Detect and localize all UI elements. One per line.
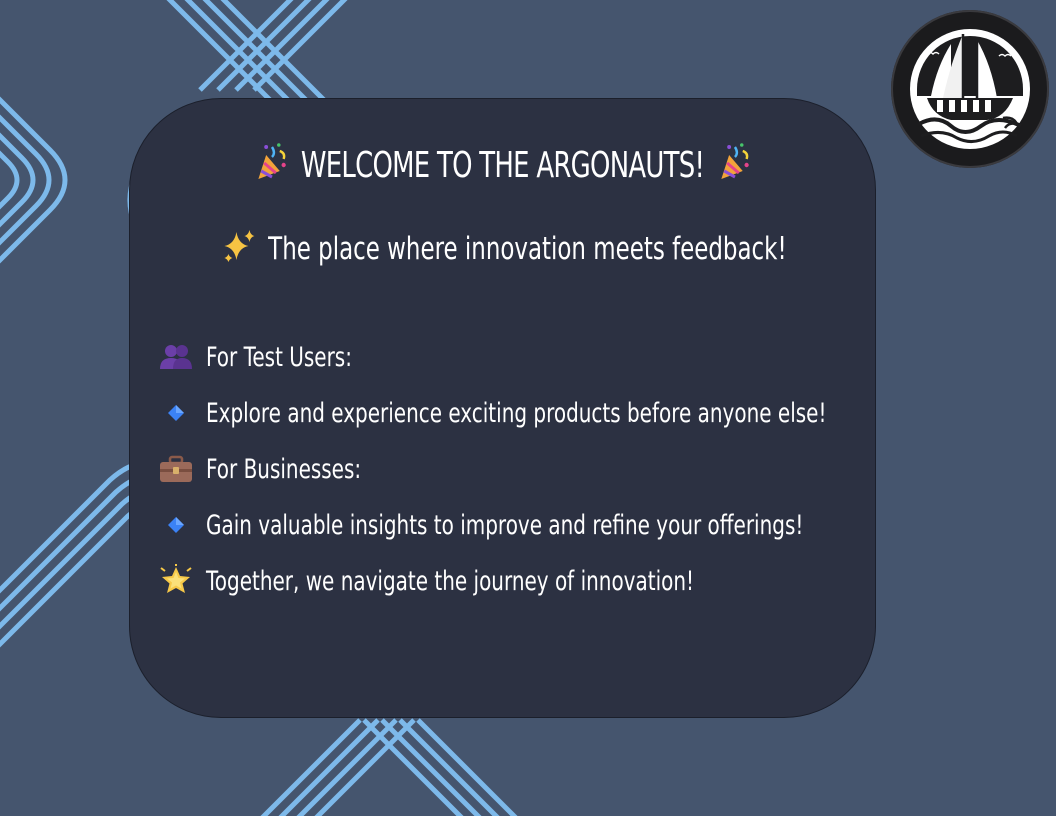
list-item-businesses: For Businesses: bbox=[158, 449, 416, 489]
party-popper-icon bbox=[254, 143, 287, 186]
welcome-subtitle: The place where innovation meets feedbac… bbox=[224, 228, 787, 267]
list-item-businesses-detail: Gain valuable insights to improve and re… bbox=[158, 505, 1013, 545]
welcome-title-text: WELCOME TO THE ARGONAUTS! bbox=[300, 145, 705, 186]
welcome-title: WELCOME TO THE ARGONAUTS! bbox=[234, 143, 770, 186]
list-item-test-users: For Test Users: bbox=[158, 337, 403, 377]
glowing-star-icon bbox=[158, 563, 194, 599]
welcome-subtitle-text: The place where innovation meets feedbac… bbox=[268, 231, 787, 267]
list-item-text: Gain valuable insights to improve and re… bbox=[206, 509, 804, 541]
welcome-card: WELCOME TO THE ARGONAUTS! The place wher… bbox=[129, 98, 876, 718]
blue-diamond-icon bbox=[158, 395, 194, 431]
list-item-text: Explore and experience exciting products… bbox=[206, 397, 827, 429]
blue-diamond-icon bbox=[158, 507, 194, 543]
list-item-text: For Test Users: bbox=[206, 341, 352, 373]
sparkles-icon bbox=[222, 228, 256, 267]
list-item-together: Together, we navigate the journey of inn… bbox=[158, 561, 865, 601]
list-item-text: Together, we navigate the journey of inn… bbox=[206, 565, 695, 597]
list-item-test-users-detail: Explore and experience exciting products… bbox=[158, 393, 1044, 433]
party-popper-icon bbox=[717, 143, 750, 186]
argonauts-logo bbox=[891, 10, 1049, 168]
briefcase-icon bbox=[158, 451, 194, 487]
list-item-text: For Businesses: bbox=[206, 453, 362, 485]
ship-logo-icon bbox=[910, 29, 1030, 149]
people-icon bbox=[158, 339, 194, 375]
